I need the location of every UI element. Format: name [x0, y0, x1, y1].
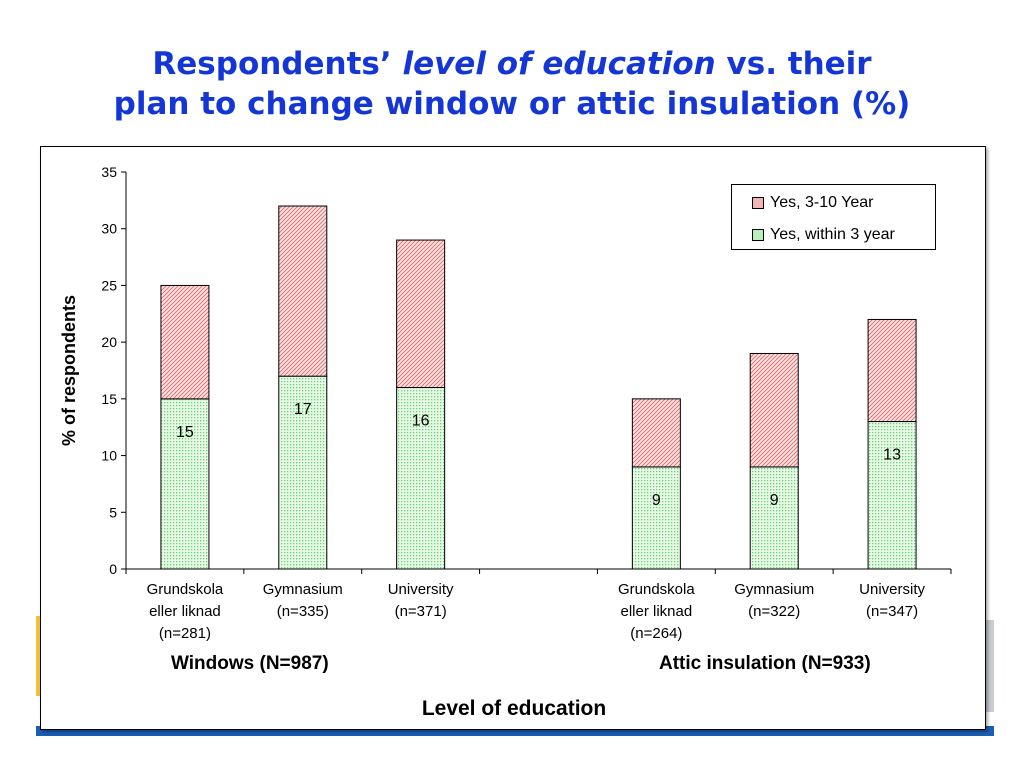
title-suffix: vs. their	[726, 46, 872, 82]
category-label: (n=281)	[159, 625, 211, 642]
title-italic: level of education	[402, 46, 716, 82]
bar-3-10-year	[278, 205, 328, 377]
bar-within-3-year	[396, 387, 446, 570]
category-label: University	[859, 581, 925, 598]
category-label: (n=264)	[630, 625, 682, 642]
category-label: University	[388, 581, 454, 598]
category-label: (n=347)	[866, 603, 918, 620]
y-tick-label: 10	[101, 448, 117, 464]
y-axis-title: % of respondents	[59, 295, 79, 446]
bar-within-3-year	[749, 466, 799, 570]
data-label: 9	[770, 492, 779, 509]
y-tick-label: 20	[101, 334, 117, 350]
legend-swatch-3-10-year	[752, 197, 764, 209]
legend-swatch-within-3-year	[752, 229, 764, 241]
legend-item-3-10-year: Yes, 3-10 Year	[752, 193, 874, 213]
y-tick-label: 30	[101, 221, 117, 237]
chart-canvas: 0 5 10 15 20 25 30 35 % of respondents 15 Grundsko…	[59, 164, 952, 642]
category-label: (n=371)	[395, 603, 447, 620]
bar-3-10-year	[749, 352, 799, 468]
category-label: Gymnasium	[263, 581, 343, 598]
y-tick-label: 15	[101, 391, 117, 407]
legend: Yes, 3-10 Year Yes, within 3 year	[731, 184, 936, 250]
data-label: 13	[883, 447, 901, 464]
y-tick-label: 5	[109, 504, 117, 520]
category-label: eller liknad	[149, 603, 221, 620]
category-label: Grundskola	[147, 581, 224, 598]
chart-frame: 0 5 10 15 20 25 30 35 % of respondents 15 Grundsko…	[40, 146, 986, 730]
bar-3-10-year	[396, 239, 446, 389]
bar-within-3-year	[278, 375, 328, 570]
y-tick-label: 35	[101, 164, 117, 180]
bar-within-3-year	[631, 466, 681, 570]
group-label-attic: Attic insulation (N=933)	[659, 653, 871, 674]
slide-title: Respondents’ level of education vs. thei…	[0, 44, 1024, 124]
bar-3-10-year	[160, 284, 210, 400]
legend-label-3-10-year: Yes, 3-10 Year	[770, 194, 874, 211]
legend-label-within-3-year: Yes, within 3 year	[770, 226, 895, 243]
data-label: 15	[176, 424, 194, 441]
y-tick-label: 25	[101, 277, 117, 293]
y-tick-label: 0	[109, 561, 117, 577]
title-prefix: Respondents’	[152, 46, 392, 82]
category-label: Grundskola	[618, 581, 695, 598]
bar-3-10-year	[631, 398, 681, 468]
legend-item-within-3-year: Yes, within 3 year	[752, 225, 895, 245]
bar-within-3-year	[867, 421, 917, 570]
bar-within-3-year	[160, 398, 210, 570]
title-line2: plan to change window or attic insulatio…	[113, 86, 911, 122]
category-label: eller liknad	[620, 603, 692, 620]
bar-3-10-year	[867, 318, 917, 423]
category-label: (n=322)	[748, 603, 800, 620]
data-label: 17	[294, 401, 312, 418]
x-axis-title: Level of education	[421, 697, 607, 720]
data-label: 9	[652, 492, 661, 509]
group-label-windows: Windows (N=987)	[171, 653, 329, 674]
data-label: 16	[412, 413, 430, 430]
category-label: (n=335)	[277, 603, 329, 620]
decor-bar-right	[986, 620, 994, 712]
decor-bar-bottom	[36, 726, 994, 736]
category-label: Gymnasium	[734, 581, 814, 598]
